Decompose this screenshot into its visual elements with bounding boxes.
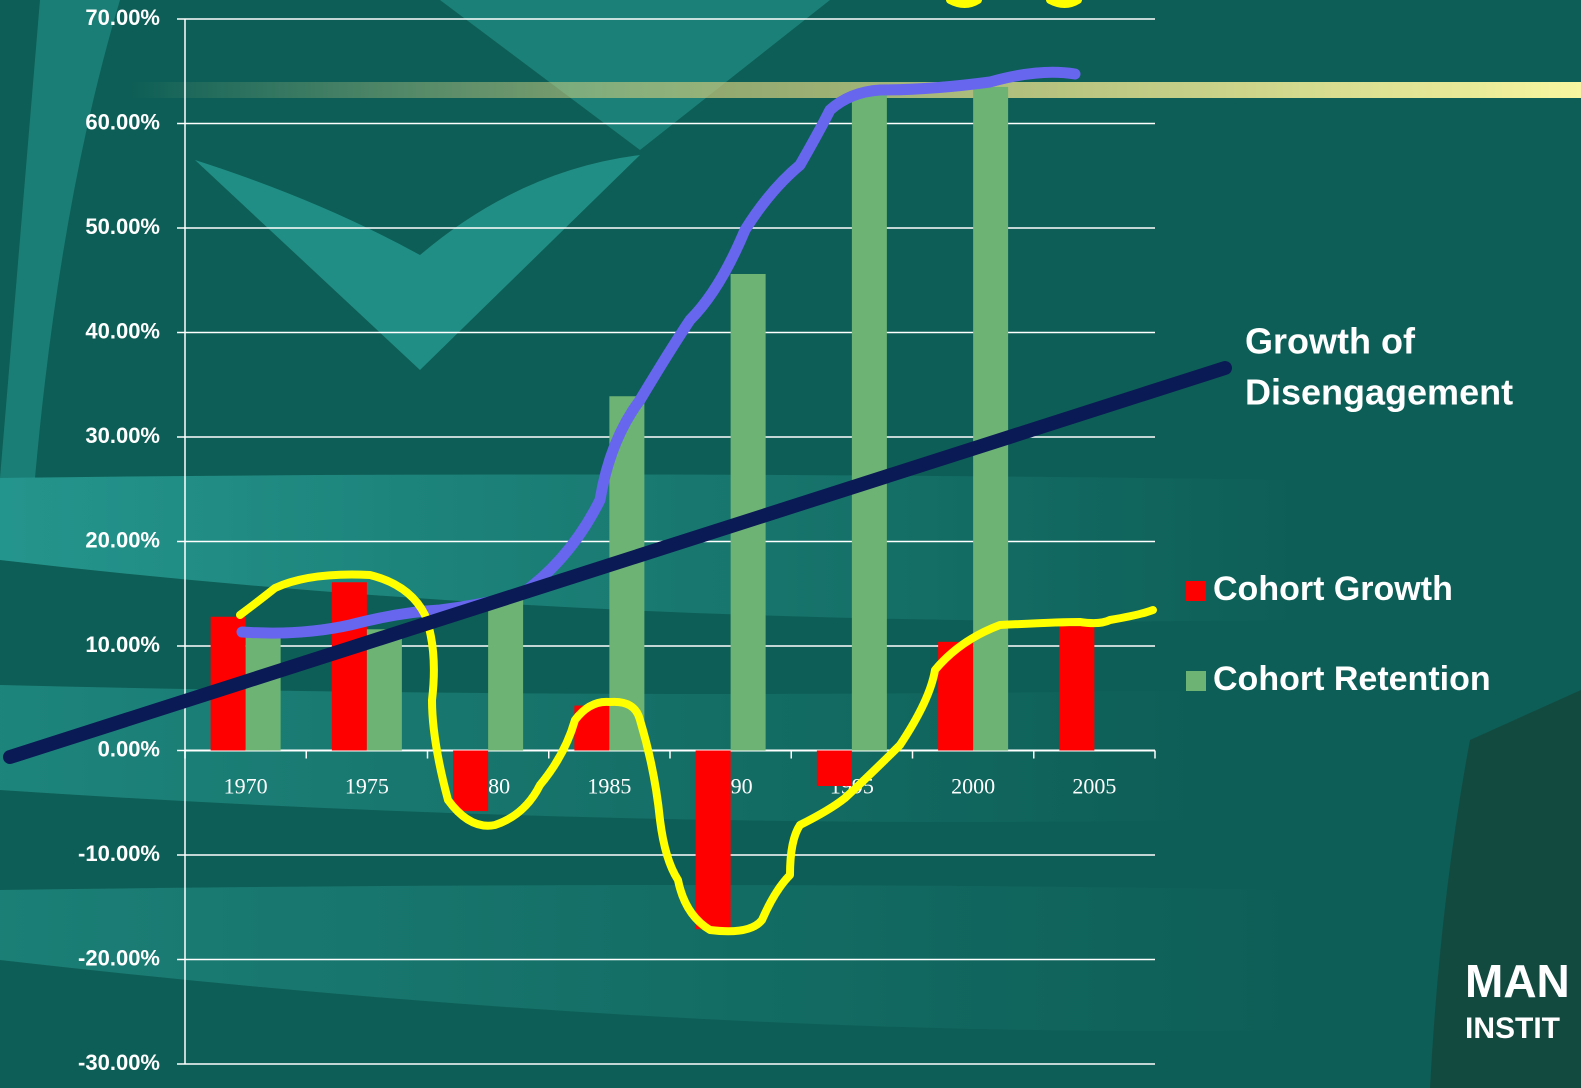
y-tick-label: 40.00%: [85, 318, 160, 343]
x-tick-label: 1975: [345, 774, 389, 799]
y-tick-label: -20.00%: [78, 945, 160, 970]
y-tick-label: 60.00%: [85, 109, 160, 134]
y-tick-label: 20.00%: [85, 527, 160, 552]
y-tick-label: 0.00%: [98, 736, 160, 761]
annotation: Growth of: [1245, 321, 1416, 362]
bar: [332, 582, 367, 750]
bar: [453, 751, 488, 812]
y-tick-label: 30.00%: [85, 423, 160, 448]
x-tick-label: 2005: [1072, 774, 1116, 799]
y-tick-label: -10.00%: [78, 841, 160, 866]
y-tick-label: 10.00%: [85, 632, 160, 657]
legend-swatch: [1186, 671, 1206, 691]
y-tick-label: -30.00%: [78, 1050, 160, 1075]
logo-text: INSTIT: [1465, 1012, 1560, 1045]
chart: 70.00% 60.00% 50.00% 40.00% 30.00% 20.00% 10.0…: [0, 0, 1581, 1088]
page: 70.00% 60.00% 50.00% 40.00% 30.00% 20.00% 10.0…: [0, 0, 1581, 1088]
bar: [488, 598, 523, 751]
bar: [1059, 626, 1094, 750]
bar: [852, 95, 887, 750]
bar: [246, 637, 281, 751]
logo-text: MAN: [1465, 955, 1570, 1007]
legend-label: Cohort Retention: [1213, 660, 1491, 698]
bar: [817, 751, 852, 787]
legend-swatch: [1186, 581, 1206, 601]
bar: [973, 87, 1008, 751]
y-tick-label: 50.00%: [85, 214, 160, 239]
y-tick-label: 70.00%: [85, 5, 160, 30]
x-tick-label: 1985: [587, 774, 631, 799]
background-decoration: [0, 0, 1581, 1088]
x-tick-label: 1970: [224, 774, 268, 799]
x-tick-label: 2000: [951, 774, 995, 799]
legend-label: Cohort Growth: [1213, 570, 1453, 608]
annotation: Disengagement: [1245, 372, 1513, 413]
bar: [696, 751, 731, 930]
